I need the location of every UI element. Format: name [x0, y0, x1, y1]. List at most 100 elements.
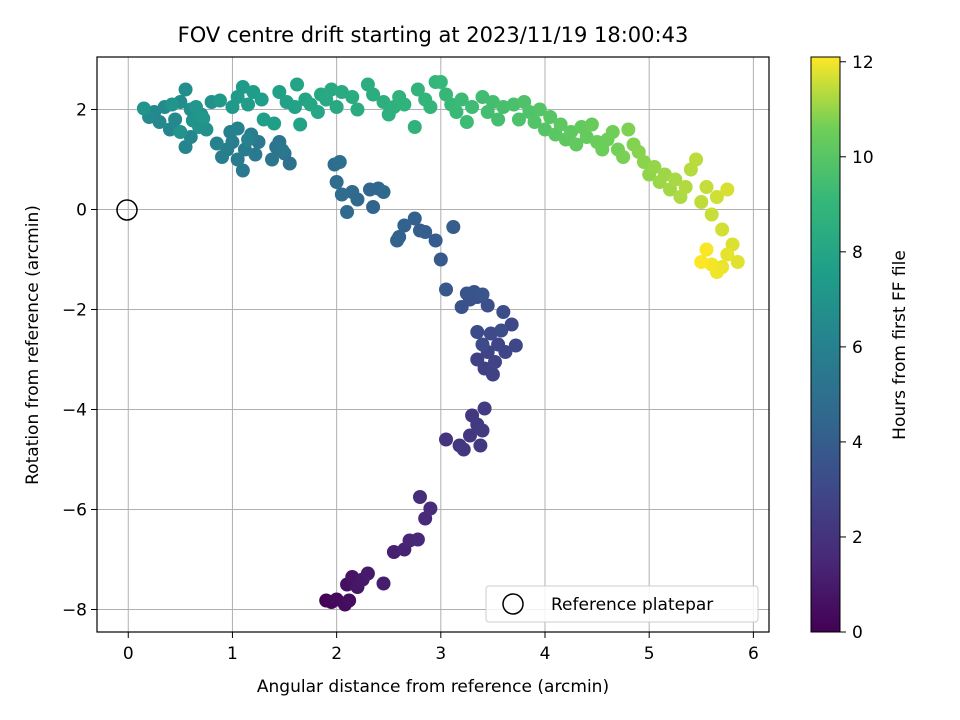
data-point [241, 97, 256, 112]
legend-marker [502, 593, 524, 615]
data-point [310, 105, 325, 119]
data-point [473, 438, 488, 453]
data-point [449, 105, 464, 119]
data-point [423, 100, 438, 114]
data-point [487, 355, 502, 369]
data-point [173, 125, 188, 139]
x-tick-label: 4 [540, 644, 551, 664]
data-point [678, 180, 693, 194]
colorbar-tick-label: 0 [852, 623, 863, 643]
data-point [267, 116, 282, 131]
data-point [165, 97, 180, 112]
data-point [715, 222, 730, 237]
data-point [508, 338, 523, 353]
data-point [290, 77, 305, 92]
data-point [178, 82, 193, 97]
data-point [366, 87, 381, 102]
data-point [428, 233, 443, 248]
data-point [185, 113, 200, 128]
data-point [699, 180, 714, 194]
data-point [605, 125, 620, 139]
data-point [433, 252, 448, 267]
data-point [376, 95, 391, 109]
data-point [485, 95, 500, 109]
data-point [498, 345, 513, 359]
data-point [553, 117, 568, 132]
x-tick-label: 0 [123, 644, 134, 664]
data-point [230, 121, 245, 136]
data-point [668, 172, 683, 187]
data-point [293, 117, 308, 132]
colorbar-tick-label: 2 [852, 528, 863, 548]
data-point [423, 501, 438, 516]
y-tick-label: −2 [62, 301, 87, 321]
legend: Reference platepar [485, 585, 759, 623]
data-point [496, 305, 511, 319]
y-tick-label: 0 [76, 201, 87, 221]
data-point [730, 255, 745, 269]
data-point [439, 432, 454, 447]
x-axis-label: Angular distance from reference (arcmin) [257, 677, 609, 697]
data-point [188, 100, 203, 114]
colorbar-gradient [810, 56, 841, 633]
data-point [504, 317, 519, 332]
data-point [475, 90, 490, 104]
data-point [376, 576, 391, 591]
data-point [329, 175, 344, 189]
data-point [196, 111, 211, 126]
data-point [511, 112, 526, 127]
data-point [332, 155, 347, 169]
legend-label: Reference platepar [551, 595, 713, 615]
data-point [694, 255, 709, 269]
data-point [456, 442, 471, 457]
y-tick-label: −4 [62, 401, 87, 421]
data-point [720, 247, 735, 262]
data-point [475, 287, 490, 302]
data-point [480, 298, 495, 313]
data-point [459, 115, 474, 129]
data-point [647, 160, 662, 174]
data-point [183, 130, 198, 144]
data-point [621, 122, 636, 137]
data-point [694, 195, 709, 209]
data-point [538, 122, 552, 137]
y-tick-label: −8 [62, 601, 87, 621]
data-point [407, 211, 422, 226]
colorbar-tick-label: 4 [852, 433, 863, 453]
data-point [212, 93, 227, 108]
data-point [543, 110, 558, 124]
data-point [407, 120, 422, 134]
x-tick-label: 5 [644, 644, 655, 664]
x-tick-label: 3 [435, 644, 446, 664]
data-point [275, 143, 290, 158]
data-point [454, 92, 469, 107]
data-point [230, 152, 245, 167]
colorbar-ticks: 0 2 4 6 8 10 12 [840, 53, 874, 643]
grid [97, 57, 769, 632]
x-tick-label: 1 [227, 644, 238, 664]
data-point [334, 187, 349, 202]
y-tick-label: −6 [62, 501, 87, 521]
data-point [272, 85, 287, 99]
data-point [454, 300, 469, 314]
x-axis-ticks: 0 1 2 3 4 5 6 [123, 632, 759, 664]
data-point [527, 115, 542, 129]
data-point [366, 200, 381, 214]
data-point [569, 137, 584, 152]
y-axis-ticks: −8 −6 −4 −2 0 2 [62, 101, 97, 621]
data-point [433, 75, 448, 89]
legend-box [485, 585, 759, 623]
data-point [410, 532, 425, 547]
data-point [564, 125, 579, 139]
y-axis-label: Rotation from reference (arcmin) [23, 205, 43, 485]
data-point [689, 152, 704, 167]
data-point [329, 100, 344, 114]
data-point [475, 337, 490, 352]
data-point [397, 218, 412, 233]
colorbar-label: Hours from first FF file [890, 250, 910, 440]
data-point [209, 136, 224, 151]
data-point [439, 282, 454, 297]
colorbar-tick-label: 10 [852, 148, 874, 168]
data-point [376, 185, 391, 199]
data-point [584, 117, 599, 132]
